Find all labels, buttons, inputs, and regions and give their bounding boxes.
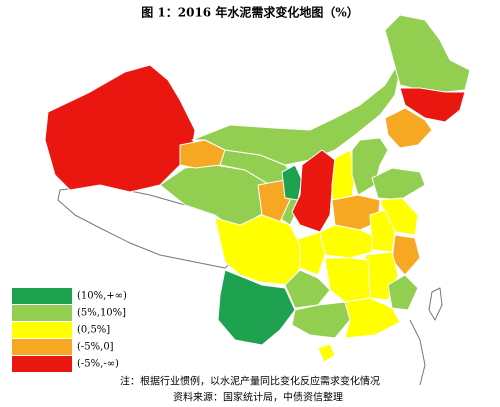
legend-label: (-5%,0] — [77, 342, 114, 353]
province — [371, 167, 426, 201]
province — [281, 164, 303, 201]
province — [257, 179, 291, 223]
province — [319, 224, 373, 259]
legend-swatch — [12, 322, 72, 338]
province — [284, 269, 331, 309]
legend-label: (5%,10%] — [77, 308, 126, 319]
province — [387, 274, 419, 311]
province — [57, 184, 241, 269]
province — [217, 269, 296, 346]
province — [317, 343, 336, 363]
border-line — [409, 319, 426, 386]
province — [291, 149, 336, 233]
legend-label: (0,5%] — [77, 325, 110, 336]
province — [44, 64, 196, 193]
source: 资料来源：国家统计局，中债资信整理 — [173, 391, 343, 404]
province — [291, 301, 351, 339]
title: 图 1：2016 年水泥需求变化地图（%） — [141, 5, 359, 20]
province — [344, 297, 401, 339]
legend-label: (-5%,-∞) — [77, 359, 119, 370]
province — [428, 287, 443, 321]
province — [324, 257, 371, 303]
province — [399, 87, 466, 123]
legend-swatch — [12, 288, 72, 304]
legend-swatch — [12, 356, 72, 372]
legend: (10%,+∞) (5%,10%] (0,5%] (-5%,0] (-5%,-∞) — [12, 288, 127, 372]
province — [351, 137, 389, 196]
legend-swatch — [12, 305, 72, 321]
china-map — [44, 14, 471, 386]
province — [384, 107, 433, 149]
note: 注：根据行业惯例，以水泥产量同比变化反应需求变化情况 — [120, 375, 380, 388]
province — [214, 214, 301, 286]
legend-swatch — [12, 339, 72, 355]
legend-label: (10%,+∞) — [77, 291, 127, 302]
